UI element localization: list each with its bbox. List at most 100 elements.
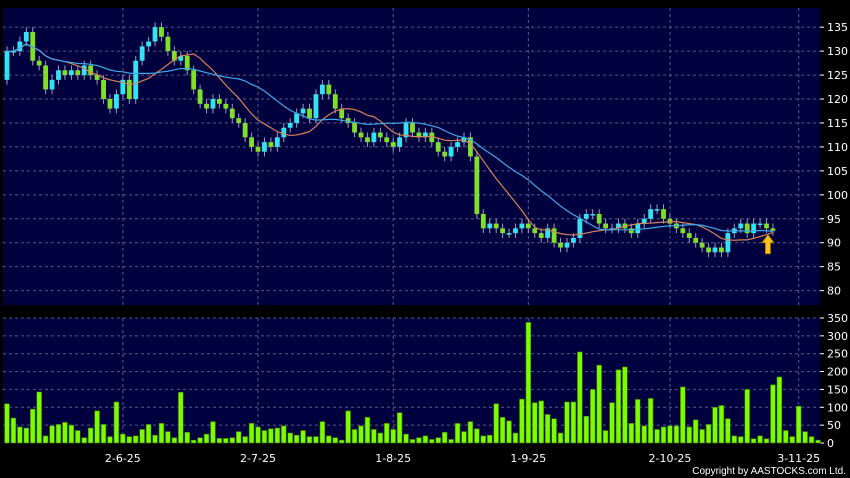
volume-bar	[287, 432, 293, 444]
volume-bar	[242, 436, 248, 444]
volume-bar	[770, 384, 776, 444]
volume-bar	[622, 366, 628, 444]
volume-bar	[87, 427, 94, 444]
volume-bar	[435, 437, 441, 444]
candle-body	[506, 233, 512, 235]
candle-body	[43, 65, 49, 90]
candle-body	[23, 31, 29, 42]
volume-bar	[763, 438, 770, 444]
volume-bar	[647, 398, 654, 444]
volume-bar	[42, 435, 49, 444]
volume-bar	[564, 401, 570, 444]
price-tick-label: 120	[827, 93, 848, 106]
volume-bar	[596, 364, 602, 444]
candle-body	[17, 41, 23, 52]
volume-bar	[23, 427, 30, 444]
volume-bar	[525, 321, 532, 444]
candle-body	[332, 94, 338, 109]
candle-body	[577, 218, 583, 238]
candle-body	[410, 122, 415, 133]
volume-bar	[512, 432, 519, 444]
volume-bar	[422, 435, 429, 444]
volume-bar	[744, 389, 750, 444]
volume-bar	[808, 436, 815, 444]
candle-body	[307, 108, 312, 119]
volume-bar	[94, 410, 100, 444]
candle-body	[268, 142, 274, 147]
candle-body	[570, 237, 576, 243]
volume-bar	[113, 401, 120, 444]
volume-bar	[326, 435, 332, 444]
volume-bar	[795, 405, 802, 444]
volume-bar	[738, 436, 744, 444]
date-tick-label: 1-9-25	[510, 452, 546, 465]
candle-body	[152, 27, 158, 42]
volume-tick-label: 100	[827, 401, 848, 414]
price-tick-label: 85	[827, 261, 841, 274]
volume-bar	[75, 430, 81, 444]
candle-body	[616, 223, 621, 229]
candle-body	[590, 213, 596, 216]
volume-bar	[692, 419, 699, 444]
candle-body	[635, 223, 641, 234]
volume-bar	[171, 437, 178, 444]
candle-body	[371, 132, 377, 143]
candle-body	[313, 94, 319, 119]
volume-bar	[615, 369, 622, 444]
candle-body	[480, 213, 486, 229]
candle-body	[390, 142, 396, 147]
volume-tick-label: 150	[827, 383, 848, 396]
volume-bar	[184, 431, 190, 444]
volume-bar	[49, 425, 55, 444]
volume-bar	[62, 421, 68, 444]
candle-body	[377, 132, 383, 138]
volume-bar	[261, 430, 268, 444]
volume-tick-label: 250	[827, 348, 848, 361]
candle-body	[397, 137, 403, 147]
candle-body	[120, 79, 126, 95]
candle-body	[165, 36, 171, 52]
candle-body	[319, 84, 325, 95]
candle-body	[435, 142, 441, 152]
candle-body	[558, 242, 563, 248]
volume-bar	[493, 403, 499, 444]
current-price-arrow-icon	[761, 234, 775, 255]
volume-bar	[377, 432, 384, 444]
volume-bar	[409, 439, 416, 444]
volume-bar	[30, 408, 36, 444]
volume-bar	[577, 351, 583, 444]
copyright-text: Copyright by AASTOCKS.com Ltd.	[692, 466, 846, 477]
candle-body	[487, 223, 493, 229]
candle-body	[171, 51, 177, 61]
candle-body	[455, 142, 460, 147]
candle-body	[204, 103, 209, 109]
candle-body	[223, 103, 229, 109]
volume-bar	[551, 418, 557, 444]
volume-bar	[557, 432, 564, 444]
candle-body	[725, 233, 731, 253]
candle-body	[184, 55, 190, 71]
volume-bar	[345, 410, 351, 444]
candle-body	[500, 228, 506, 234]
volume-bar	[152, 434, 158, 444]
candle-body	[680, 228, 686, 234]
volume-bar	[203, 433, 210, 444]
date-tick-label: 2-10-25	[648, 452, 691, 465]
volume-bar	[403, 433, 409, 444]
volume-tick-label: 50	[827, 419, 841, 432]
volume-bar	[81, 437, 87, 444]
volume-bar	[229, 437, 235, 444]
candle-body	[757, 223, 763, 226]
candle-body	[545, 228, 551, 238]
candle-body	[229, 108, 235, 119]
candle-body	[538, 233, 544, 238]
candle-body	[751, 223, 757, 234]
candle-body	[4, 51, 10, 80]
candle-body	[242, 122, 248, 138]
volume-bar	[506, 420, 512, 444]
candle-body	[281, 127, 287, 138]
candle-body	[352, 122, 357, 133]
candle-body	[654, 209, 660, 211]
volume-bar	[757, 435, 763, 444]
